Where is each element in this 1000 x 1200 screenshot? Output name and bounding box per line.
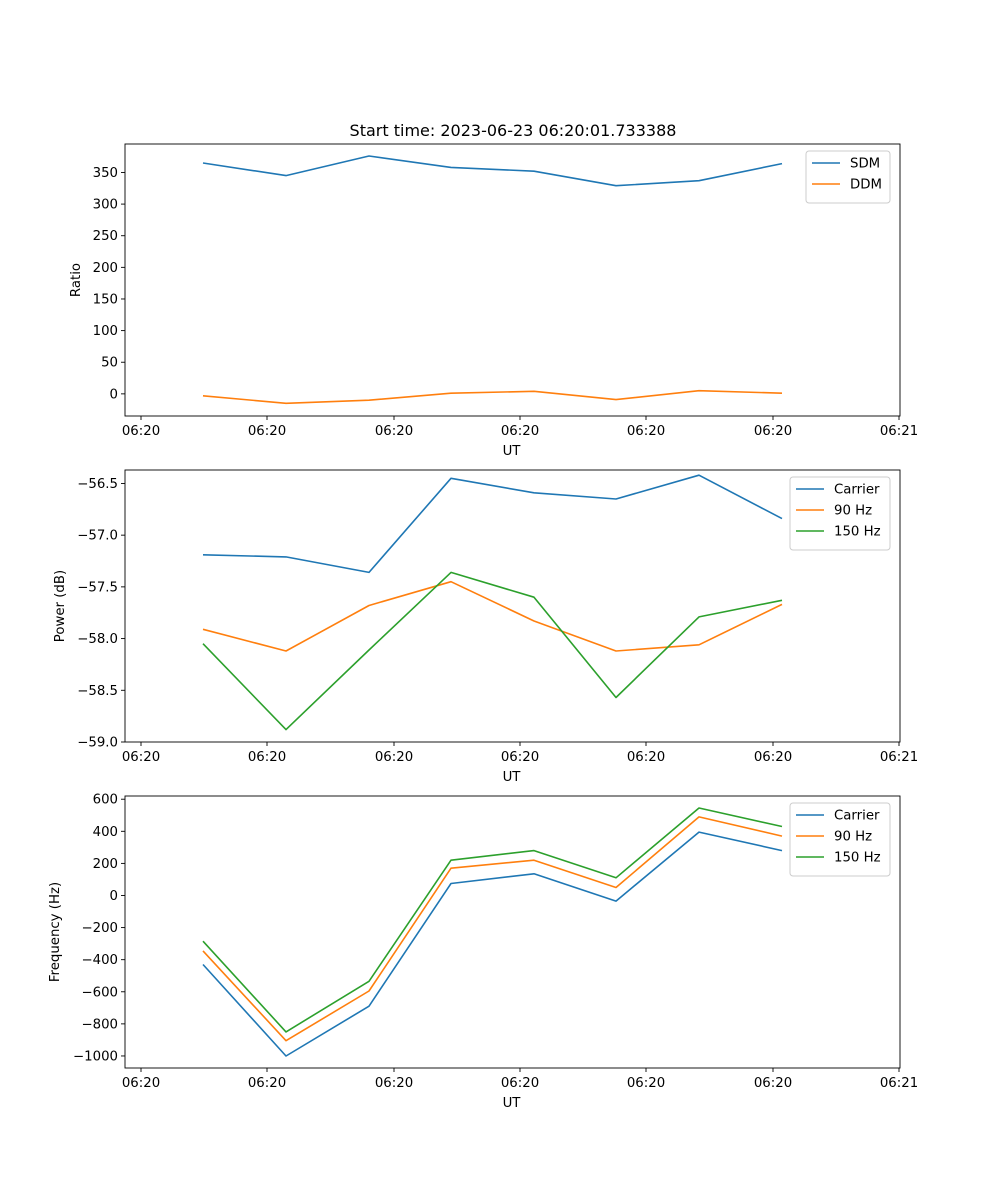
- y-tick-label: −1000: [73, 1049, 118, 1064]
- y-axis-label: Power (dB): [53, 570, 68, 642]
- y-tick-label: 150: [93, 292, 118, 307]
- y-tick-label: −200: [81, 921, 118, 936]
- chart-panel-1: 06:20 06:20 06:20 06:20 06:20 06:20 06:21 0 50 10…: [69, 143, 918, 459]
- y-tick-label: −57.5: [77, 580, 118, 595]
- x-axis-label: UT: [503, 1096, 522, 1111]
- y-tick-label: −57.0: [77, 529, 118, 544]
- series-line-carrier: [202, 831, 783, 1057]
- legend-box: [805, 150, 891, 204]
- y-tick-label: −600: [81, 985, 118, 1000]
- x-tick-label: 06:20: [375, 424, 413, 439]
- y-tick-label: 250: [93, 229, 118, 244]
- y-tick-label: −58.5: [77, 684, 118, 699]
- y-tick-label: −400: [81, 953, 118, 968]
- y-tick-label: 300: [93, 198, 118, 213]
- y-tick-label: −800: [81, 1017, 118, 1032]
- x-tick-label: 06:20: [375, 1076, 413, 1091]
- legend-label: 90 Hz: [834, 504, 872, 519]
- axes-frame: [124, 795, 901, 1069]
- series-line-90-hz: [202, 816, 783, 1042]
- x-tick-label: 06:20: [375, 750, 413, 765]
- x-tick-label: 06:20: [122, 750, 160, 765]
- x-tick-label: 06:20: [122, 1076, 160, 1091]
- y-tick-label: −59.0: [77, 736, 118, 751]
- y-tick-label: 50: [101, 356, 118, 371]
- series-line-150-hz: [202, 807, 783, 1033]
- legend-label: DDM: [850, 178, 882, 193]
- series-line-90-hz: [202, 580, 783, 652]
- x-tick-label: 06:21: [880, 750, 918, 765]
- x-tick-label: 06:20: [248, 424, 286, 439]
- y-tick-label: 200: [93, 857, 118, 872]
- y-tick-label: −58.0: [77, 632, 118, 647]
- legend-label: 150 Hz: [834, 525, 881, 540]
- x-tick-label: 06:20: [754, 1076, 792, 1091]
- legend-label: SDM: [850, 157, 880, 172]
- x-tick-label: 06:20: [248, 750, 286, 765]
- y-tick-label: 350: [93, 166, 118, 181]
- legend-label: 150 Hz: [834, 851, 881, 866]
- x-tick-label: 06:20: [754, 750, 792, 765]
- y-tick-label: 600: [93, 793, 118, 808]
- series-line-carrier: [202, 474, 783, 574]
- x-tick-label: 06:20: [627, 1076, 665, 1091]
- figure-title: Start time: 2023-06-23 06:20:01.733388: [350, 121, 677, 140]
- x-tick-label: 06:20: [754, 424, 792, 439]
- x-tick-label: 06:20: [122, 424, 160, 439]
- x-axis-label: UT: [503, 770, 522, 785]
- x-tick-label: 06:20: [501, 1076, 539, 1091]
- y-tick-label: 0: [110, 889, 118, 904]
- x-tick-label: 06:21: [880, 424, 918, 439]
- y-axis-label: Frequency (Hz): [48, 882, 63, 982]
- x-tick-label: 06:21: [880, 1076, 918, 1091]
- axes-frame: [124, 469, 901, 743]
- y-axis-label: Ratio: [69, 263, 84, 297]
- y-tick-label: 400: [93, 825, 118, 840]
- legend-label: Carrier: [834, 483, 880, 498]
- x-tick-label: 06:20: [501, 750, 539, 765]
- y-tick-label: −56.5: [77, 477, 118, 492]
- y-tick-label: 200: [93, 261, 118, 276]
- x-tick-label: 06:20: [627, 750, 665, 765]
- x-axis-label: UT: [503, 444, 522, 459]
- chart-panel-3: 06:20 06:20 06:20 06:20 06:20 06:20 06:21 −1000…: [48, 793, 918, 1111]
- series-line-sdm: [202, 155, 783, 187]
- series-line-ddm: [202, 389, 783, 405]
- legend-label: 90 Hz: [834, 830, 872, 845]
- y-tick-label: 0: [110, 387, 118, 402]
- legend-label: Carrier: [834, 809, 880, 824]
- axes-frame: [124, 143, 901, 417]
- x-tick-label: 06:20: [501, 424, 539, 439]
- y-tick-label: 100: [93, 324, 118, 339]
- x-tick-label: 06:20: [627, 424, 665, 439]
- series-line-150-hz: [202, 571, 783, 731]
- x-tick-label: 06:20: [248, 1076, 286, 1091]
- chart-panel-2: 06:20 06:20 06:20 06:20 06:20 06:20 06:21 −59.0…: [53, 469, 918, 785]
